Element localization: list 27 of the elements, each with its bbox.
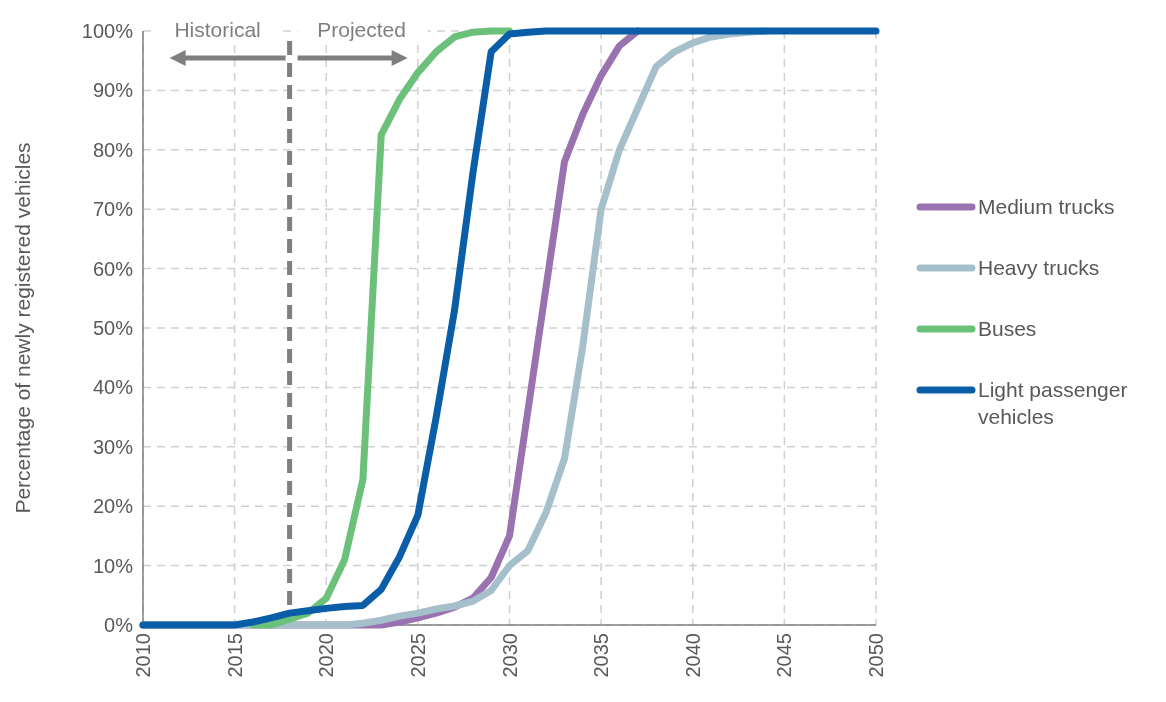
y-tick-label: 0% [104, 614, 134, 636]
x-tick-label: 2020 [315, 633, 338, 678]
legend-label: Buses [978, 317, 1037, 341]
x-tick-label: 2035 [590, 633, 613, 678]
y-tick-label: 30% [92, 435, 134, 458]
x-tick-label: 2045 [773, 633, 796, 678]
y-tick-label: 40% [92, 376, 134, 399]
annotation: Historical [174, 18, 261, 42]
legend-label: Heavy trucks [978, 256, 1100, 280]
legend-label: Medium trucks [978, 195, 1115, 219]
x-tick-label: 2050 [865, 633, 887, 678]
y-tick-label: 100% [81, 20, 134, 42]
y-tick-label: 50% [92, 317, 134, 339]
annotation: Projected [317, 18, 406, 42]
legend-label: Light passenger vehicles [978, 378, 1128, 428]
y-tick-label: 90% [92, 79, 134, 102]
y-tick-label: 60% [92, 257, 134, 280]
y-tick-label: 70% [92, 198, 134, 221]
y-tick-label: 10% [92, 554, 134, 577]
x-tick-label: 2015 [223, 633, 246, 678]
x-tick-label: 2025 [406, 633, 429, 678]
y-tick-label: 20% [92, 495, 134, 518]
y-tick-label: 80% [92, 138, 134, 161]
x-tick-label: 2040 [681, 633, 704, 678]
x-tick-label: 2030 [498, 633, 521, 678]
y-axis-title: Percentage of newly registered vehicles [11, 142, 34, 514]
x-tick-label: 2010 [132, 633, 154, 678]
